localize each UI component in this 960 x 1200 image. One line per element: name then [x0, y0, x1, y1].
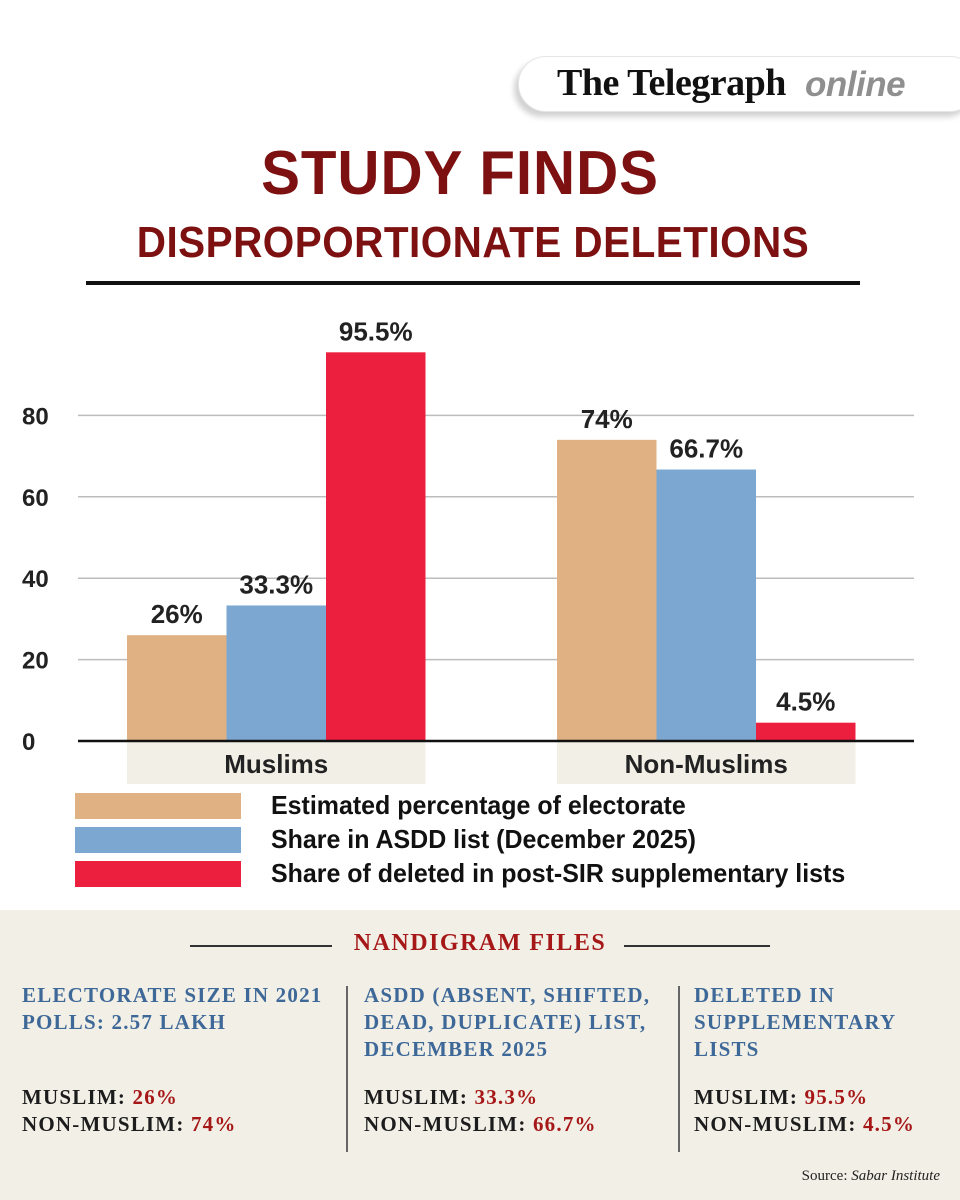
column-stats: MUSLIM: 33.3% NON-MUSLIM: 66.7%: [364, 1084, 597, 1138]
y-tick-label: 20: [22, 648, 49, 675]
source-name: Sabar Institute: [851, 1168, 940, 1184]
nonmuslim-stat: NON-MUSLIM: 66.7%: [364, 1111, 597, 1138]
column-heading-line: ASDD (ABSENT, SHIFTED,: [364, 983, 651, 1007]
legend-swatch-deleted: [75, 861, 241, 887]
column-divider: [346, 986, 348, 1152]
muslim-label: MUSLIM:: [22, 1085, 127, 1109]
nonmuslim-stat: NON-MUSLIM: 4.5%: [694, 1111, 915, 1138]
y-tick-label: 60: [22, 485, 49, 512]
headline-line-2: DISPROPORTIONATE DELETIONS: [136, 218, 810, 267]
panel-column-electorate: ELECTORATE SIZE IN 2021 POLLS: 2.57 LAKH…: [22, 982, 340, 1136]
brand-suffix: online: [805, 65, 906, 104]
muslim-stat: MUSLIM: 33.3%: [364, 1084, 597, 1111]
nonmuslim-value: 4.5%: [862, 1112, 916, 1136]
bar-value-label: 74%: [581, 404, 633, 434]
legend-item-asdd: Share in ASDD list (December 2025): [75, 824, 935, 854]
legend-item-electorate: Estimated percentage of electorate: [75, 790, 935, 820]
muslim-stat: MUSLIM: 26%: [22, 1084, 237, 1111]
category-label-bg: [127, 742, 426, 784]
labels: Muslims 26% 33.3% 95.5% Non-Muslims 74% 66.7% 4…: [151, 316, 836, 779]
bar-value-label: 33.3%: [239, 569, 313, 599]
y-tick-label: 0: [22, 729, 35, 756]
muslim-label: MUSLIM:: [364, 1085, 469, 1109]
column-heading: ASDD (ABSENT, SHIFTED, DEAD, DUPLICATE) …: [364, 982, 674, 1063]
masthead: The Telegraph online: [518, 56, 960, 112]
column-stats: MUSLIM: 26% NON-MUSLIM: 74%: [22, 1084, 237, 1138]
muslim-value: 33.3%: [474, 1085, 539, 1109]
bar-value-label: 95.5%: [339, 316, 413, 346]
legend-label-electorate: Estimated percentage of electorate: [271, 790, 686, 820]
bar: [756, 722, 856, 741]
grid-lines: [78, 414, 914, 661]
category-backgrounds: [127, 742, 856, 784]
nonmuslim-label: NON-MUSLIM:: [364, 1112, 527, 1136]
panel-column-deleted: DELETED IN SUPPLEMENTARY LISTS MUSLIM: 9…: [694, 982, 954, 1136]
muslim-value: 26%: [132, 1085, 179, 1109]
panel-title: NANDIGRAM FILES: [353, 930, 607, 956]
bar-value-label: 66.7%: [669, 434, 743, 464]
bars: [127, 352, 856, 741]
column-heading-line: DECEMBER 2025: [364, 1037, 549, 1061]
headline-rule: [86, 281, 860, 285]
column-stats: MUSLIM: 95.5% NON-MUSLIM: 4.5%: [694, 1084, 915, 1138]
column-heading-line: LISTS: [694, 1037, 760, 1061]
nonmuslim-stat: NON-MUSLIM: 74%: [22, 1111, 237, 1138]
column-divider: [678, 986, 680, 1152]
category-label: Non-Muslims: [625, 749, 788, 779]
column-heading-line: DELETED IN: [694, 983, 835, 1007]
panel-column-asdd: ASDD (ABSENT, SHIFTED, DEAD, DUPLICATE) …: [364, 982, 674, 1136]
y-tick-label: 40: [22, 566, 49, 593]
bar: [557, 439, 657, 741]
muslim-label: MUSLIM:: [694, 1085, 799, 1109]
panel-rule-right: [624, 945, 770, 947]
column-heading-line: ELECTORATE SIZE IN 2021: [22, 983, 323, 1007]
muslim-value: 95.5%: [804, 1085, 869, 1109]
bar-chart: 0 20 40 60 80 Muslims 26% 33.3% 95.5% Non-Muslim…: [22, 316, 914, 784]
nonmuslim-value: 74%: [190, 1112, 237, 1136]
bar: [326, 352, 426, 741]
column-heading-line: SUPPLEMENTARY: [694, 1010, 897, 1034]
bar-value-label: 4.5%: [776, 687, 835, 717]
bar: [226, 605, 326, 741]
source-label: Source:: [801, 1168, 848, 1184]
bar: [127, 635, 227, 741]
legend-swatch-asdd: [75, 827, 241, 853]
legend-label-deleted: Share of deleted in post-SIR supplementa…: [271, 858, 846, 888]
column-heading: DELETED IN SUPPLEMENTARY LISTS: [694, 982, 954, 1063]
category-label: Muslims: [224, 749, 328, 779]
headline-line-1: STUDY FINDS: [261, 139, 659, 208]
column-heading-line: POLLS: 2.57 LAKH: [22, 1010, 227, 1034]
nandigram-panel: NANDIGRAM FILES ELECTORATE SIZE IN 2021 …: [0, 910, 960, 1200]
panel-rule-left: [190, 945, 332, 947]
bar-value-label: 26%: [151, 599, 203, 629]
source-credit: Source: Sabar Institute: [802, 1168, 940, 1185]
y-tick-label: 80: [22, 403, 49, 430]
column-heading-line: DEAD, DUPLICATE) LIST,: [364, 1010, 647, 1034]
legend-item-deleted: Share of deleted in post-SIR supplementa…: [75, 858, 935, 888]
column-heading: ELECTORATE SIZE IN 2021 POLLS: 2.57 LAKH: [22, 982, 340, 1036]
nonmuslim-label: NON-MUSLIM:: [22, 1112, 185, 1136]
nonmuslim-value: 66.7%: [532, 1112, 597, 1136]
muslim-stat: MUSLIM: 95.5%: [694, 1084, 915, 1111]
panel-title-row: NANDIGRAM FILES: [190, 930, 770, 960]
category-label-bg: [557, 742, 856, 784]
legend-swatch-electorate: [75, 793, 241, 819]
axis: 0 20 40 60 80: [22, 403, 914, 756]
nonmuslim-label: NON-MUSLIM:: [694, 1112, 857, 1136]
legend-label-asdd: Share in ASDD list (December 2025): [271, 824, 696, 854]
brand-logo: The Telegraph: [557, 62, 786, 104]
bar: [656, 469, 756, 741]
